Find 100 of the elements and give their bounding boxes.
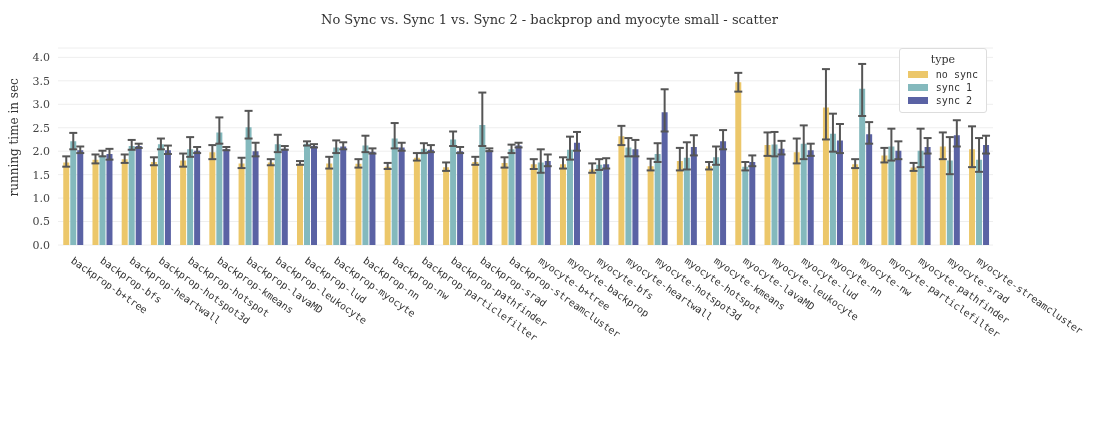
y-tick-label: 1.5 bbox=[32, 168, 50, 182]
bar bbox=[983, 145, 990, 245]
bar bbox=[742, 166, 749, 245]
bar bbox=[822, 107, 829, 245]
bar bbox=[530, 164, 537, 245]
bar bbox=[216, 132, 223, 245]
bar bbox=[720, 141, 727, 245]
bar bbox=[836, 140, 843, 245]
bar bbox=[939, 146, 946, 245]
bar bbox=[859, 88, 866, 245]
bar bbox=[479, 124, 486, 245]
bar bbox=[793, 152, 800, 245]
bar bbox=[99, 155, 106, 245]
bar bbox=[969, 149, 976, 245]
bar bbox=[164, 150, 171, 245]
y-tick-label: 0.5 bbox=[32, 215, 50, 229]
bar bbox=[647, 166, 654, 245]
bar bbox=[596, 164, 603, 245]
bar bbox=[398, 147, 405, 245]
bar bbox=[333, 147, 340, 245]
bar bbox=[946, 160, 953, 245]
bar bbox=[735, 82, 742, 245]
bar bbox=[223, 149, 230, 245]
bar bbox=[369, 151, 376, 245]
bar bbox=[384, 166, 391, 245]
bar bbox=[706, 166, 713, 245]
legend-label: sync 2 bbox=[935, 95, 972, 106]
bar bbox=[910, 167, 917, 245]
bar bbox=[924, 146, 931, 245]
bar bbox=[450, 139, 457, 245]
bar bbox=[281, 148, 288, 245]
y-tick-label: 2.5 bbox=[32, 121, 50, 135]
bar bbox=[443, 167, 450, 245]
bar bbox=[274, 144, 281, 245]
bar bbox=[764, 145, 771, 245]
bar bbox=[187, 149, 194, 245]
legend-label: no sync bbox=[935, 69, 978, 80]
bar bbox=[589, 169, 596, 245]
bar bbox=[70, 141, 77, 245]
bar bbox=[778, 148, 785, 245]
bar bbox=[157, 144, 164, 245]
bar bbox=[427, 149, 434, 245]
bar bbox=[180, 160, 187, 245]
bar bbox=[888, 146, 895, 245]
legend-title: type bbox=[929, 53, 956, 66]
bar bbox=[771, 144, 778, 245]
bar bbox=[362, 145, 369, 245]
bar bbox=[603, 164, 610, 245]
bar bbox=[632, 149, 639, 245]
bar bbox=[297, 163, 304, 245]
bar bbox=[917, 150, 924, 245]
bar bbox=[618, 136, 625, 245]
bar bbox=[807, 150, 814, 245]
bar bbox=[252, 151, 259, 245]
y-axis-title: running time in sec bbox=[7, 77, 22, 197]
bar bbox=[537, 162, 544, 245]
bar bbox=[413, 157, 420, 245]
bar bbox=[245, 127, 252, 245]
bar bbox=[128, 146, 135, 245]
bar bbox=[457, 151, 464, 245]
bar bbox=[566, 149, 573, 245]
bar bbox=[654, 154, 661, 245]
y-tick-label: 4.0 bbox=[32, 51, 50, 65]
bar bbox=[573, 142, 580, 245]
bar bbox=[661, 112, 668, 245]
bar bbox=[121, 159, 128, 245]
bar bbox=[420, 148, 427, 245]
y-tick-label: 2.0 bbox=[32, 145, 50, 159]
bar bbox=[559, 164, 566, 245]
bar bbox=[713, 157, 720, 245]
bar bbox=[311, 146, 318, 245]
y-tick-label: 1.0 bbox=[32, 192, 50, 205]
bar bbox=[501, 162, 508, 245]
bar bbox=[881, 155, 888, 245]
bar bbox=[852, 164, 859, 245]
bar bbox=[953, 135, 960, 245]
bar bbox=[749, 161, 756, 245]
bar bbox=[544, 161, 551, 245]
bar bbox=[267, 162, 274, 245]
bar bbox=[486, 150, 493, 245]
bar bbox=[63, 162, 70, 245]
bar bbox=[150, 161, 157, 245]
y-tick-label: 3.5 bbox=[32, 74, 50, 88]
y-tick-label: 0.0 bbox=[32, 238, 50, 252]
bar bbox=[976, 159, 983, 245]
bar bbox=[472, 161, 479, 245]
bar bbox=[895, 150, 902, 245]
chart-title: No Sync vs. Sync 1 vs. Sync 2 - backprop and myocyte small - scatter bbox=[320, 11, 779, 29]
bar bbox=[800, 143, 807, 245]
bar bbox=[304, 143, 311, 245]
bar bbox=[515, 145, 522, 245]
bar bbox=[391, 138, 398, 245]
bar bbox=[194, 150, 201, 245]
bar bbox=[866, 134, 873, 245]
bar bbox=[676, 161, 683, 245]
bar bbox=[355, 163, 362, 245]
bar bbox=[508, 149, 515, 245]
legend-label: sync 1 bbox=[935, 82, 972, 93]
bar bbox=[77, 150, 84, 245]
bar bbox=[690, 146, 697, 245]
